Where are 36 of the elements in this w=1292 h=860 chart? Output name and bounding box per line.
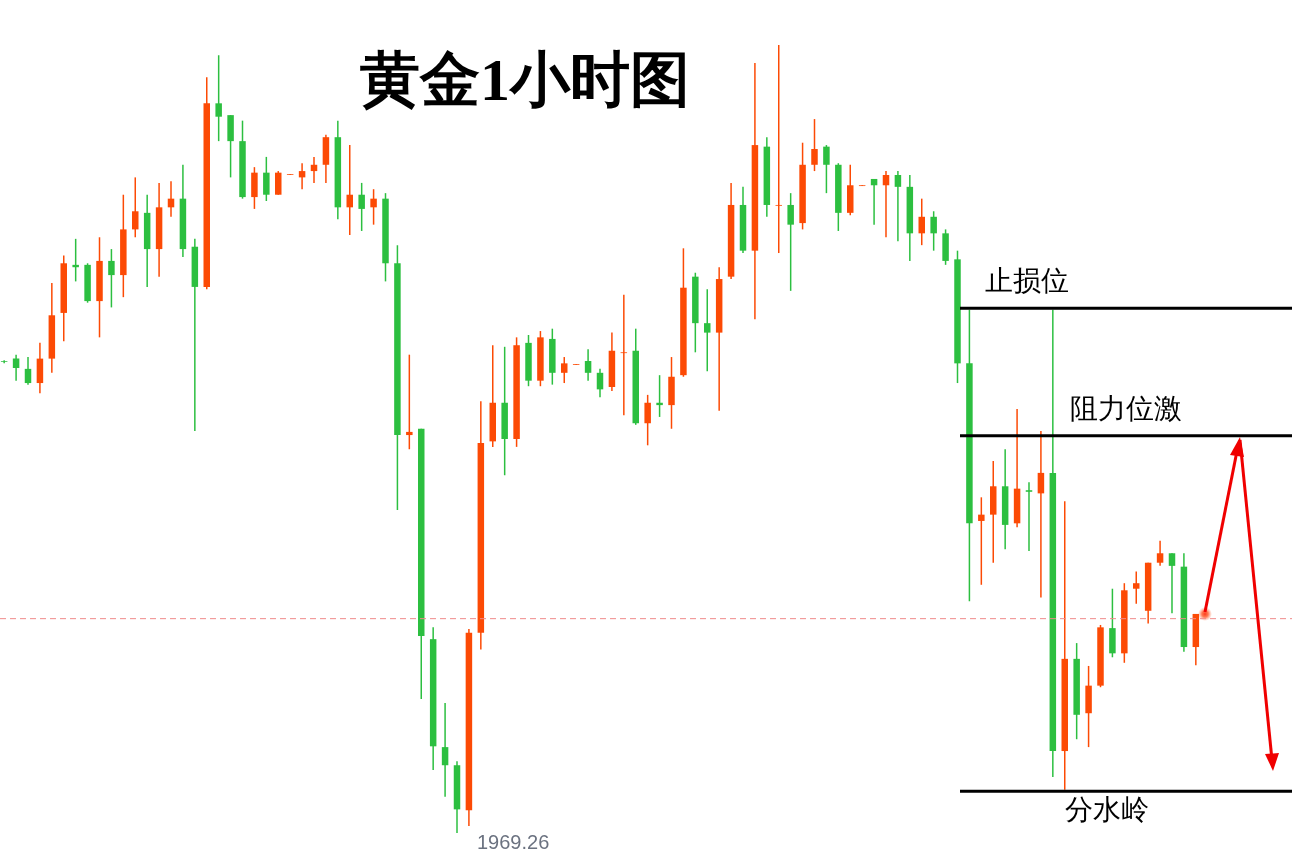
candlestick: [1168, 552, 1176, 614]
candlestick: [441, 702, 449, 798]
candlestick: [787, 192, 794, 292]
candlestick: [358, 182, 365, 232]
candlestick: [894, 170, 902, 242]
ref-line-label: 止损位: [985, 265, 1069, 297]
candlestick: [1156, 539, 1164, 567]
candlestick: [644, 394, 651, 447]
ref-line-label: 分水岭: [1065, 794, 1149, 826]
annotation: 1969.26: [477, 831, 550, 853]
candlestick: [24, 356, 32, 386]
candlestick: [811, 118, 818, 172]
candlestick: [108, 248, 115, 309]
candlestick: [1133, 570, 1140, 605]
candlestick: [823, 144, 830, 194]
candlestick: [561, 356, 568, 384]
candlestick: [775, 44, 782, 254]
candlestick: [215, 54, 222, 142]
chart-title: 黄金1小时图: [360, 47, 690, 113]
candlestick: [406, 353, 413, 450]
candlestick: [882, 170, 890, 239]
candlestick: [370, 188, 377, 226]
candlestick: [1037, 430, 1045, 599]
candlestick: [620, 294, 628, 417]
candlestick: [263, 156, 270, 202]
candlestick: [930, 210, 937, 252]
candlestick: [584, 348, 592, 382]
candlestick: [132, 176, 139, 239]
candlestick: [704, 288, 711, 372]
candlestick: [978, 496, 985, 586]
candlestick: [1025, 481, 1033, 552]
candlestick: [72, 238, 79, 283]
candlestick: [275, 170, 282, 196]
candlestick: [918, 197, 925, 246]
ref-line-label: 阻力位激: [1070, 392, 1182, 424]
candlestick: [656, 374, 663, 418]
